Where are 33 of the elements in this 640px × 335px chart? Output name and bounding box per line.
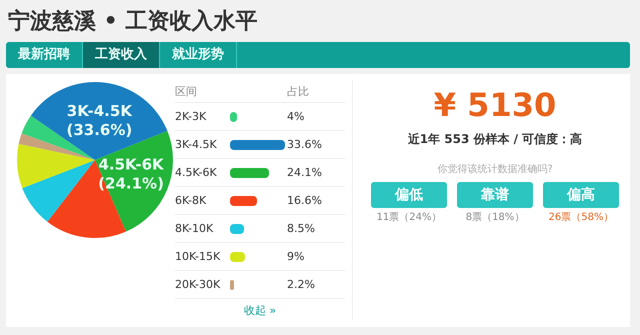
data-label: 16.6% (287, 194, 322, 207)
text: (33.6%) (66, 121, 132, 140)
data-label: 33.6% (287, 138, 322, 151)
text: 近1年 553 份样本 / 可信度：高 (406, 131, 584, 148)
text: 偏低 (371, 182, 447, 208)
data-label: 8.5% (287, 222, 315, 235)
text: 你觉得该统计数据准确吗? (436, 162, 554, 176)
text: 靠谱 (457, 182, 533, 208)
slice-label: 3K-4.5K (66, 102, 134, 120)
data-label: 24.1% (287, 166, 322, 179)
text: 区间 (175, 84, 198, 98)
text: 26票（58%） (548, 211, 614, 224)
text: 就业形势 (160, 42, 237, 68)
legend-label: 2K-3K (175, 110, 208, 123)
text: 11票（24%） (376, 211, 442, 224)
text: 收起 » (242, 303, 278, 318)
text: 偏高 (543, 182, 619, 208)
data-label: 9% (287, 250, 304, 263)
legend-label: 8K-10K (175, 222, 214, 235)
data-label: 4% (287, 110, 304, 123)
data-label: 2.2% (287, 278, 315, 291)
text: 占比 (287, 84, 309, 98)
legend-label: 6K-8K (175, 194, 208, 207)
text: 工资收入 (83, 42, 160, 68)
legend-label: 10K-15K (175, 250, 222, 263)
legend-label: 3K-4.5K (175, 138, 218, 151)
chart-title: 宁波慈溪 • 工资收入水平 (8, 8, 258, 36)
text: 8票（18%） (464, 211, 526, 224)
text: 最新招聘 (6, 42, 83, 68)
slice-label: 4.5K-6K (98, 156, 166, 174)
legend-label: 4.5K-6K (175, 166, 218, 179)
text: ¥ 5130 (432, 85, 558, 125)
legend-label: 20K-30K (175, 278, 222, 291)
